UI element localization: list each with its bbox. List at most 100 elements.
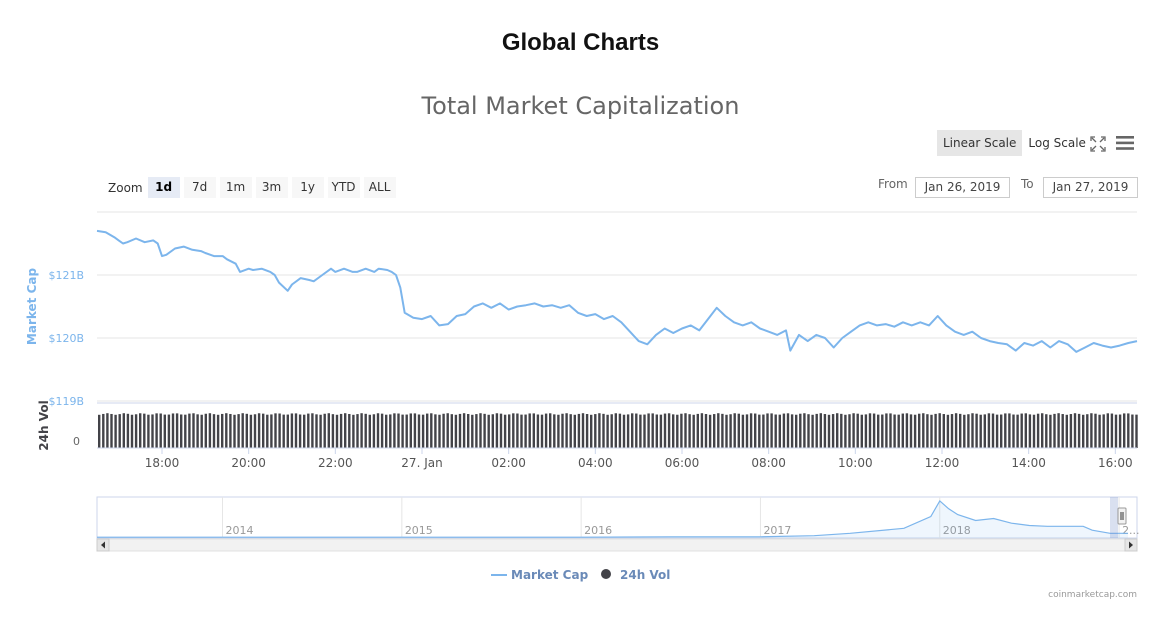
legend-market-cap-label[interactable]: Market Cap <box>511 568 589 582</box>
volume-bar <box>971 413 974 448</box>
volume-bar <box>344 413 347 448</box>
x-tick-label: 22:00 <box>318 456 353 470</box>
navigator-year-label: 2016 <box>584 524 612 537</box>
market-cap-series-line <box>96 229 1138 353</box>
volume-bar <box>745 414 749 448</box>
volume-bar <box>430 413 433 448</box>
volume-bar <box>651 413 654 448</box>
volume-bar <box>130 414 134 448</box>
volume-bar <box>942 414 945 448</box>
menu-icon[interactable] <box>1116 135 1134 151</box>
x-tick-label: 14:00 <box>1011 456 1046 470</box>
volume-bar <box>778 414 781 448</box>
volume-bar <box>294 413 298 448</box>
volume-bar <box>241 413 244 448</box>
y-tick-label: $121B <box>48 269 84 282</box>
volume-bar <box>393 413 396 448</box>
volume-bar <box>225 413 228 448</box>
volume-bar <box>1073 413 1077 448</box>
volume-bar <box>930 414 933 448</box>
volume-bar <box>1016 414 1019 448</box>
zoom-all-button[interactable]: ALL <box>363 177 396 198</box>
volume-bar <box>1131 414 1134 448</box>
volume-y-tick-label: 0 <box>73 435 80 448</box>
volume-bar <box>913 414 917 448</box>
to-date-input[interactable]: Jan 27, 2019 <box>1043 177 1138 198</box>
volume-bar <box>426 413 429 448</box>
volume-bar <box>708 414 712 448</box>
volume-bar <box>282 414 285 448</box>
volume-bar <box>491 414 494 448</box>
volume-bar <box>503 414 507 448</box>
volume-bar <box>143 413 146 448</box>
volume-bar <box>758 414 761 448</box>
zoom-3m-button[interactable]: 3m <box>255 177 288 198</box>
volume-bar <box>782 413 786 448</box>
volume-bar <box>844 414 847 448</box>
volume-bar <box>1127 413 1130 448</box>
volume-bar <box>204 413 207 448</box>
volume-bar <box>102 413 105 448</box>
volume-bar <box>573 414 576 448</box>
volume-bar <box>786 413 790 448</box>
zoom-ytd-button[interactable]: YTD <box>327 177 360 198</box>
volume-bar <box>729 414 732 448</box>
navigator-handle[interactable] <box>1117 507 1127 525</box>
volume-bar <box>520 414 523 448</box>
volume-bar <box>155 413 158 448</box>
volume-bar <box>544 413 548 448</box>
volume-bar <box>389 414 392 448</box>
volume-bar <box>885 413 888 448</box>
volume-bar <box>991 413 995 448</box>
volume-bar <box>397 413 400 448</box>
credit-link[interactable]: coinmarketcap.com <box>1048 590 1137 600</box>
y-tick-label: $120B <box>48 332 84 345</box>
volume-bar <box>257 413 261 448</box>
volume-bar <box>380 413 384 448</box>
fullscreen-icon[interactable] <box>1090 136 1106 152</box>
volume-bar <box>877 414 880 448</box>
volume-bar <box>368 414 371 448</box>
volume-bar <box>495 413 499 448</box>
volume-bar <box>827 414 831 448</box>
chevron-right-icon <box>1129 541 1133 549</box>
zoom-1d-button[interactable]: 1d <box>147 177 180 198</box>
zoom-selector: Zoom 1d 7d 1m 3m 1y YTD ALL <box>108 177 400 198</box>
volume-bar <box>549 413 552 448</box>
volume-bar <box>967 414 970 448</box>
volume-bar <box>749 413 753 448</box>
volume-bar <box>376 413 380 448</box>
linear-scale-button[interactable]: Linear Scale <box>937 130 1023 156</box>
volume-bar <box>524 414 527 448</box>
volume-bar <box>922 413 925 448</box>
zoom-7d-button[interactable]: 7d <box>183 177 216 198</box>
volume-bar <box>1057 413 1060 448</box>
zoom-1m-button[interactable]: 1m <box>219 177 252 198</box>
volume-bar <box>483 413 486 448</box>
volume-bar <box>1106 413 1109 448</box>
volume-bar <box>167 414 171 448</box>
zoom-1y-button[interactable]: 1y <box>291 177 324 198</box>
volume-bar <box>278 413 281 448</box>
volume-bar <box>126 413 130 448</box>
volume-bar <box>147 414 150 448</box>
volume-bar <box>134 414 138 448</box>
volume-bar <box>561 413 564 448</box>
legend-volume-marker[interactable] <box>601 569 611 579</box>
legend-volume-label[interactable]: 24h Vol <box>620 568 670 582</box>
volume-bar <box>438 414 441 448</box>
volume-bar <box>598 413 601 448</box>
volume-axis-title: 24h Vol <box>37 400 51 450</box>
volume-bar <box>725 414 728 448</box>
x-tick-label: 12:00 <box>925 456 960 470</box>
scrollbar-track[interactable] <box>96 538 1138 552</box>
volume-bar <box>594 414 597 448</box>
volume-bar <box>1077 413 1081 448</box>
volume-bar <box>139 413 142 448</box>
navigator-selection[interactable] <box>1110 497 1118 538</box>
volume-bar <box>446 413 449 448</box>
log-scale-button[interactable]: Log Scale <box>1028 136 1086 150</box>
volume-bar <box>372 414 376 448</box>
from-date-input[interactable]: Jan 26, 2019 <box>915 177 1010 198</box>
